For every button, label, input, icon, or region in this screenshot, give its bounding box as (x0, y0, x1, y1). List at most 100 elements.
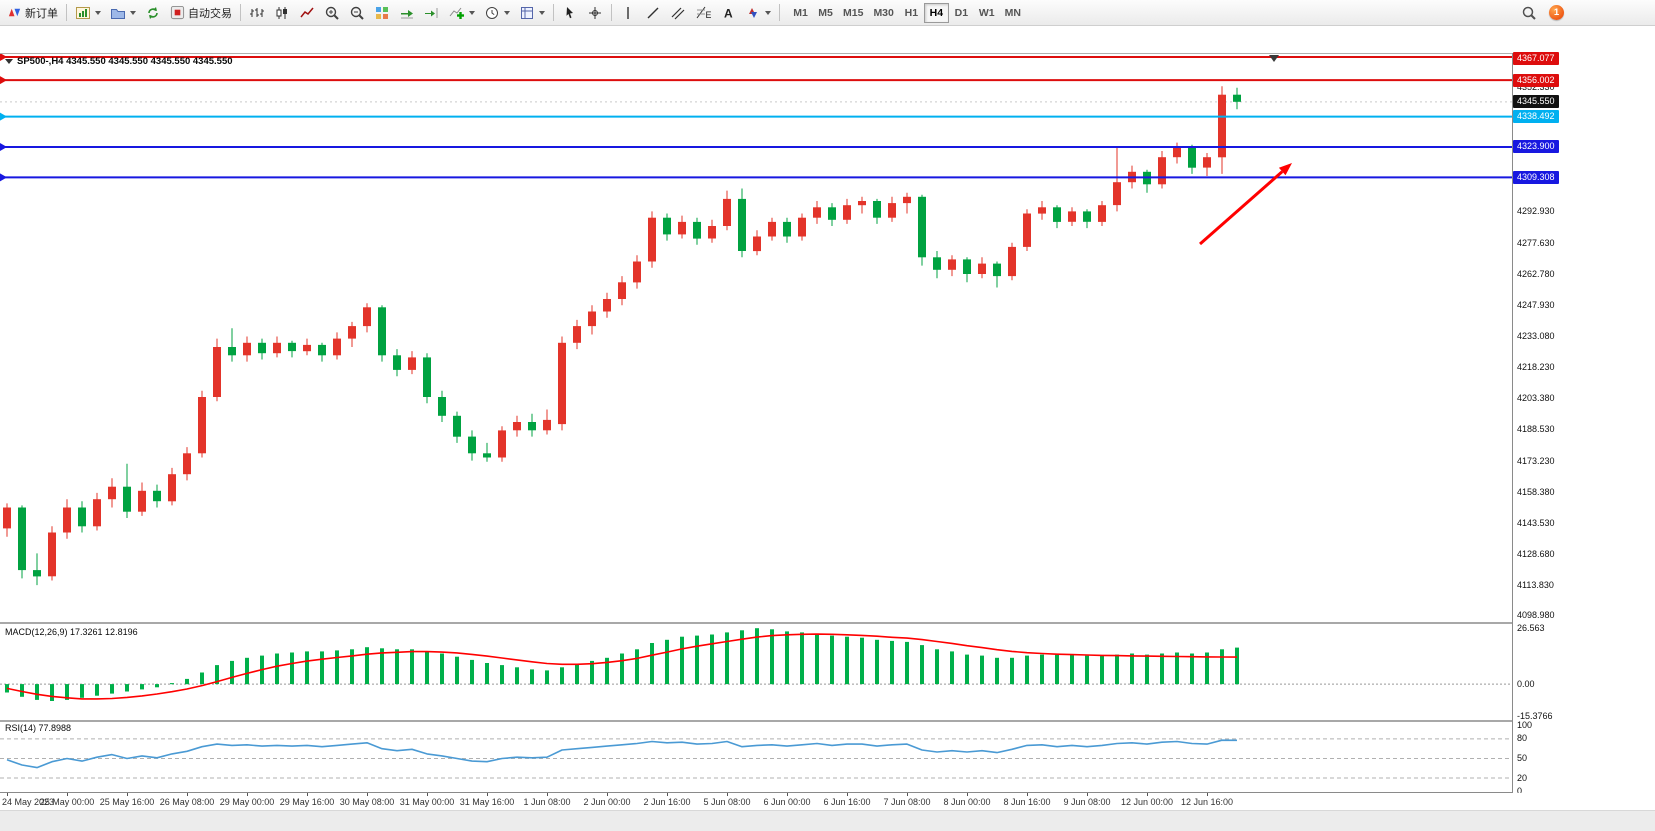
price-level-tag: 4356.002 (1513, 73, 1559, 87)
macd-panel[interactable] (0, 624, 1512, 720)
text-label-icon: A (724, 6, 733, 20)
price-tick-label: 4233.080 (1517, 330, 1555, 341)
chart-shift-button[interactable] (420, 2, 444, 24)
new-order-label: 新订单 (25, 7, 58, 20)
new-chart-icon (76, 6, 90, 19)
time-tick (127, 793, 128, 796)
macd-tick-label: 26.563 (1517, 622, 1545, 633)
indicators-button[interactable] (445, 2, 479, 24)
price-tick-label: 4247.930 (1517, 299, 1555, 310)
profiles-folder-icon (111, 8, 125, 19)
time-label: 9 Jun 08:00 (1063, 797, 1111, 807)
candles-layer (3, 86, 1241, 586)
timeframe-button-m30[interactable]: M30 (873, 6, 894, 19)
candlestick-chart-type-button[interactable] (270, 2, 294, 24)
levels-layer[interactable] (0, 54, 1512, 182)
macd-tick-label: 0.00 (1517, 678, 1535, 689)
line-chart-icon (300, 7, 314, 17)
time-label: 12 Jun 00:00 (1120, 797, 1174, 807)
new-order-button[interactable]: 新订单 (3, 2, 62, 24)
refresh-button[interactable] (141, 2, 165, 24)
bar-chart-type-button[interactable] (245, 2, 269, 24)
timeframe-button-h1[interactable]: H1 (904, 6, 919, 19)
zoom-in-button[interactable] (320, 2, 344, 24)
autotrading-icon (170, 5, 185, 20)
autotrading-button[interactable]: 自动交易 (166, 2, 236, 24)
profiles-button[interactable] (106, 2, 140, 24)
trendline-tool-button[interactable] (641, 2, 665, 24)
chevron-down-icon (504, 10, 510, 15)
timeframe-button-m15[interactable]: M15 (843, 6, 864, 19)
time-tick (247, 793, 248, 796)
time-label: 1 Jun 08:00 (523, 797, 571, 807)
timeframe-button-mn[interactable]: MN (1004, 6, 1021, 19)
rsi-splitter[interactable] (0, 720, 1655, 722)
chart-shift-marker-icon[interactable] (1269, 55, 1279, 62)
crosshair-icon (589, 6, 601, 19)
chevron-down-icon (539, 10, 545, 15)
text-tool-button[interactable]: A (716, 2, 740, 24)
clock-icon (486, 6, 498, 19)
auto-scroll-button[interactable] (395, 2, 419, 24)
crosshair-tool-button[interactable] (583, 2, 607, 24)
fibonacci-tool-button[interactable]: E (691, 2, 715, 24)
timeframe-button-m1[interactable]: M1 (793, 6, 808, 19)
time-axis[interactable]: 24 May 2023 25 May 00:00 25 May 16:00 26 Ma… (0, 793, 1655, 810)
rsi-tick-label: 50 (1517, 752, 1528, 763)
autotrading-label: 自动交易 (188, 7, 232, 20)
timeframe-group: M1 M5 M15 M30 H1 H4 D1 W1 MN (788, 2, 1026, 23)
time-label: 29 May 16:00 (279, 797, 335, 807)
notifications-badge[interactable]: 1 (1549, 5, 1564, 20)
time-label: 31 May 16:00 (459, 797, 515, 807)
line-chart-type-button[interactable] (295, 2, 319, 24)
macd-splitter[interactable] (0, 622, 1655, 624)
annotation-arrow[interactable] (1199, 163, 1292, 246)
svg-text:A: A (724, 6, 733, 20)
timeframe-button-m5[interactable]: M5 (818, 6, 833, 19)
time-tick (67, 793, 68, 796)
equidistant-channel-icon (671, 7, 685, 19)
price-level-tag: 4323.900 (1513, 140, 1559, 154)
arrow-objects-icon (749, 7, 757, 18)
price-tick-label: 4277.630 (1517, 237, 1555, 248)
auto-scroll-icon (401, 9, 413, 18)
arrows-tool-button[interactable] (741, 2, 775, 24)
timeframe-button-w1[interactable]: W1 (978, 6, 995, 19)
price-tick-label: 4113.830 (1517, 579, 1554, 590)
chevron-down-icon (95, 10, 101, 15)
svg-text:E: E (706, 10, 712, 20)
price-axis[interactable]: 4352.330 4292.930 4277.630 4262.780 4247.930… (1513, 52, 1655, 793)
price-tick-label: 4188.530 (1517, 423, 1555, 434)
vertical-line-icon (627, 6, 629, 19)
price-tick-label: 4158.380 (1517, 486, 1555, 497)
time-tick (1087, 793, 1088, 796)
time-label: 8 Jun 00:00 (943, 797, 991, 807)
tile-windows-button[interactable] (370, 2, 394, 24)
time-tick (487, 793, 488, 796)
time-tick (847, 793, 848, 796)
rsi-tick-label: 0 (1517, 785, 1523, 793)
time-tick (787, 793, 788, 796)
search-button[interactable] (1517, 2, 1541, 24)
periods-button[interactable] (480, 2, 514, 24)
price-level-tag: 4338.492 (1513, 110, 1559, 124)
rsi-panel[interactable] (0, 722, 1512, 792)
channel-tool-button[interactable] (666, 2, 690, 24)
cursor-tool-button[interactable] (558, 2, 582, 24)
new-chart-button[interactable] (71, 2, 105, 24)
time-tick (667, 793, 668, 796)
time-label: 24 May 2023 (2, 797, 55, 807)
time-label: 31 May 00:00 (399, 797, 455, 807)
templates-button[interactable] (515, 2, 549, 24)
vertical-line-tool-button[interactable] (616, 2, 640, 24)
timeframe-button-h4[interactable]: H4 (923, 2, 949, 23)
price-chart[interactable] (0, 54, 1512, 622)
zoom-out-icon (350, 6, 364, 20)
timeframe-button-d1[interactable]: D1 (954, 6, 969, 19)
price-axis-border (1512, 53, 1513, 793)
zoom-out-button[interactable] (345, 2, 369, 24)
status-strip (0, 810, 1655, 831)
one-click-trading-toggle-icon[interactable] (5, 59, 13, 64)
chevron-down-icon (469, 10, 475, 15)
zoom-in-icon (325, 6, 339, 20)
